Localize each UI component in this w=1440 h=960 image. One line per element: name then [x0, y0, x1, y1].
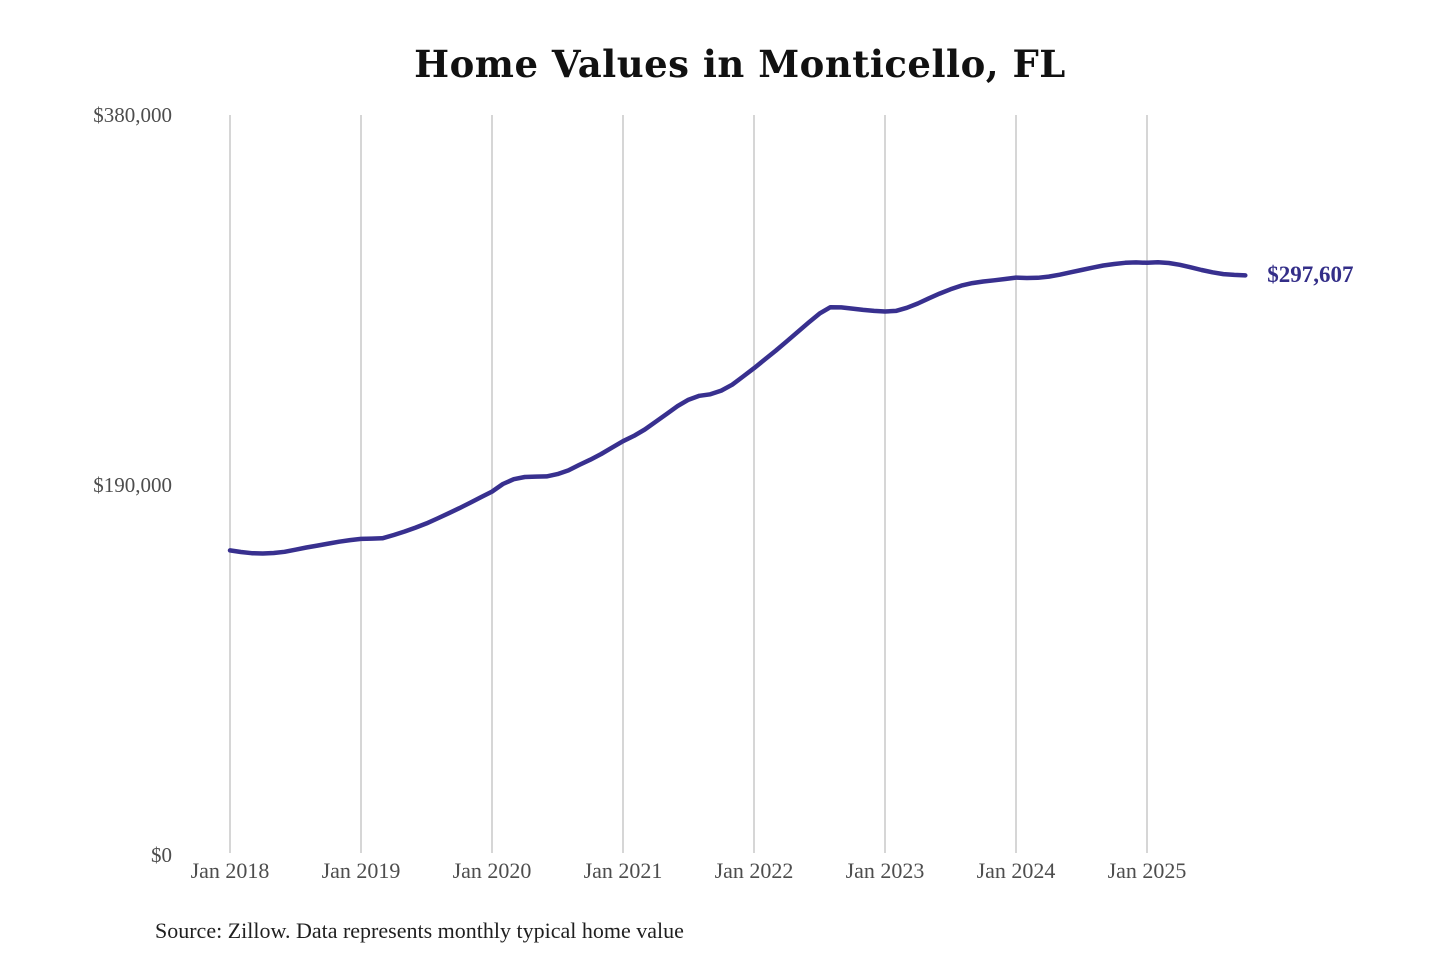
x-tick-label: Jan 2022: [714, 858, 794, 883]
y-tick-label: $190,000: [93, 473, 172, 497]
source-note: Source: Zillow. Data represents monthly …: [155, 918, 684, 943]
x-tick-label: Jan 2019: [321, 858, 401, 883]
chart-title: Home Values in Monticello, FL: [414, 42, 1066, 86]
x-tick-label: Jan 2023: [845, 858, 925, 883]
y-tick-label: $380,000: [93, 103, 172, 127]
y-tick-label: $0: [151, 843, 172, 867]
x-tick-label: Jan 2021: [583, 858, 663, 883]
x-tick-label: Jan 2025: [1107, 858, 1187, 883]
current-value-label: $297,607: [1267, 262, 1354, 288]
x-tick-label: Jan 2020: [452, 858, 532, 883]
x-tick-label: Jan 2024: [976, 858, 1056, 883]
home-value-line: [227, 259, 1248, 556]
x-tick-label: Jan 2018: [190, 858, 270, 883]
